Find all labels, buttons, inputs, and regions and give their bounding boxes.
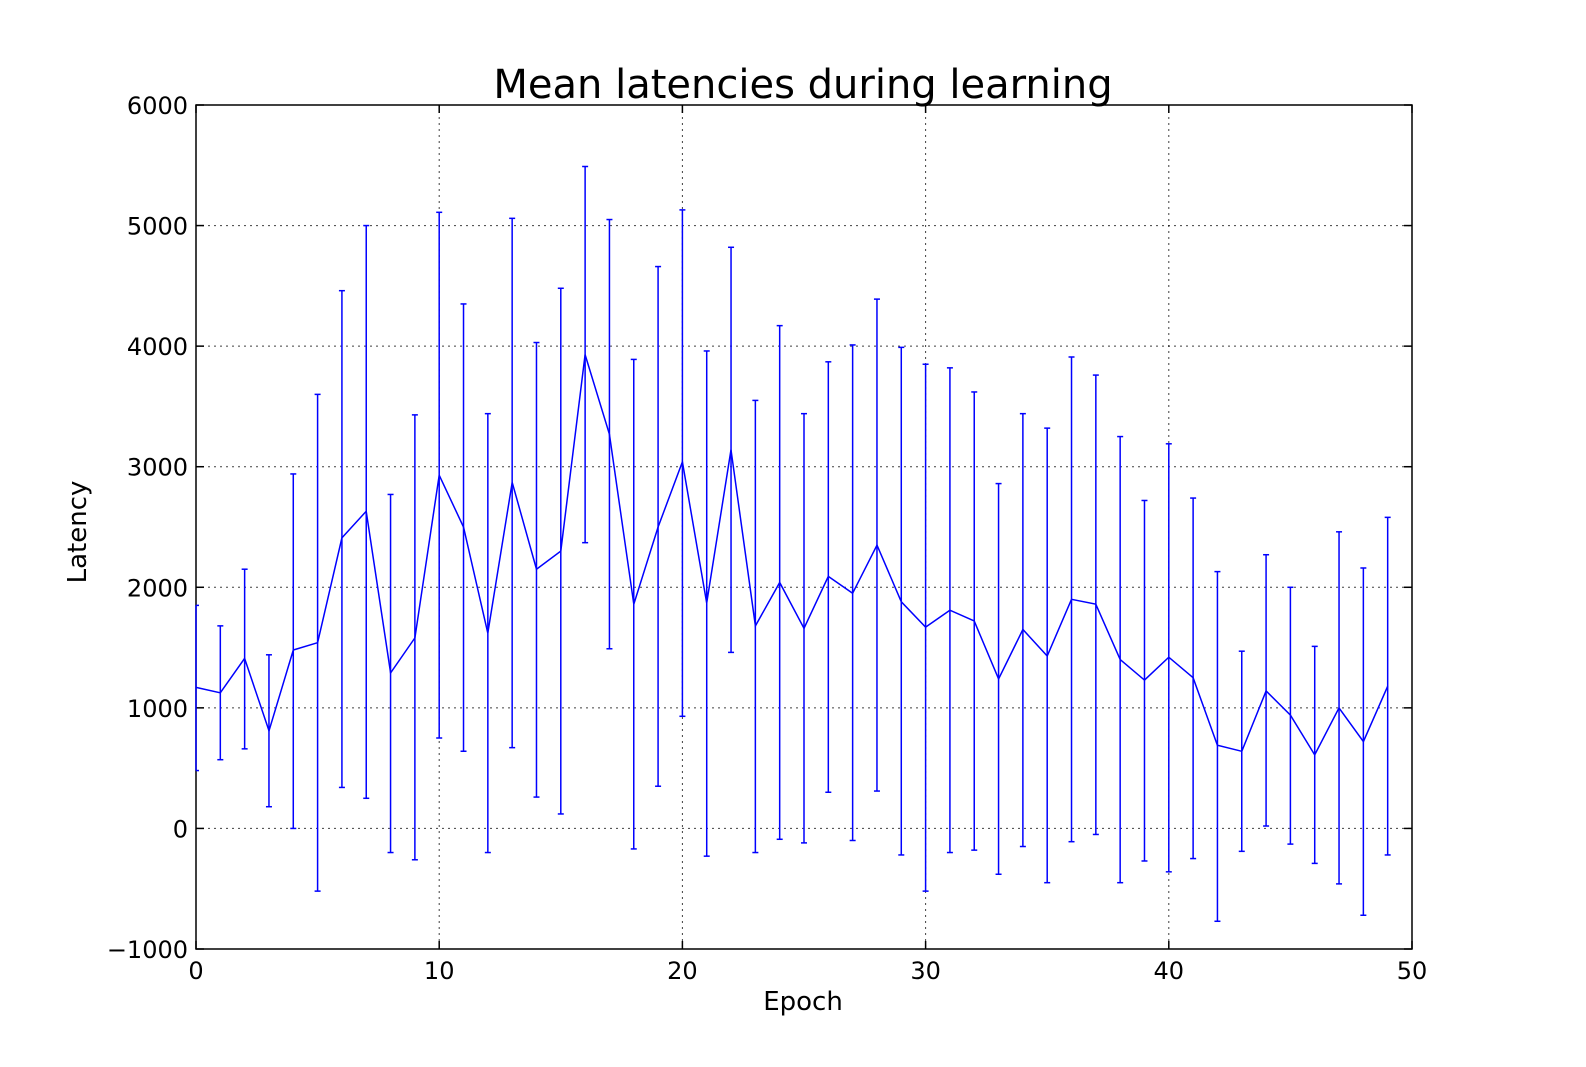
y-tick-label: 4000 [127, 333, 188, 361]
axis-ticks [195, 104, 1413, 950]
y-tick-label: 3000 [127, 454, 188, 482]
x-tick-label: 30 [910, 957, 941, 985]
x-tick-label: 0 [188, 957, 203, 985]
series-line [195, 354, 1389, 757]
y-tick-label: 6000 [127, 92, 188, 120]
y-tick-label: 0 [173, 815, 188, 843]
chart-title: Mean latencies during learning [493, 62, 1112, 108]
y-tick-labels: −1000 0 1000 2000 3000 4000 5000 6000 [107, 92, 188, 964]
x-tick-label: 40 [1154, 957, 1185, 985]
x-axis-label: Epoch [763, 987, 843, 1017]
x-tick-label: 20 [667, 957, 698, 985]
y-tick-label: 2000 [127, 574, 188, 602]
x-tick-label: 10 [424, 957, 455, 985]
y-tick-label: 5000 [127, 213, 188, 241]
y-axis-label: Latency [63, 481, 93, 584]
plot-frame [195, 104, 1413, 950]
x-tick-label: 50 [1397, 957, 1428, 985]
y-tick-label: 1000 [127, 695, 188, 723]
x-tick-labels: 0 10 20 30 40 50 [188, 957, 1427, 985]
y-tick-label: −1000 [107, 936, 188, 964]
error-bars [195, 165, 1391, 923]
